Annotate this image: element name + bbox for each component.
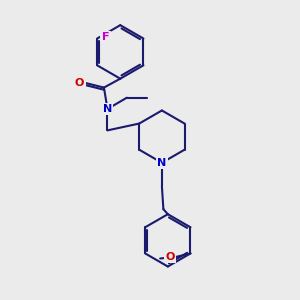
Text: N: N: [103, 104, 112, 114]
Text: N: N: [157, 158, 167, 168]
Text: O: O: [166, 252, 175, 262]
Text: F: F: [102, 32, 109, 42]
Text: O: O: [75, 77, 84, 88]
